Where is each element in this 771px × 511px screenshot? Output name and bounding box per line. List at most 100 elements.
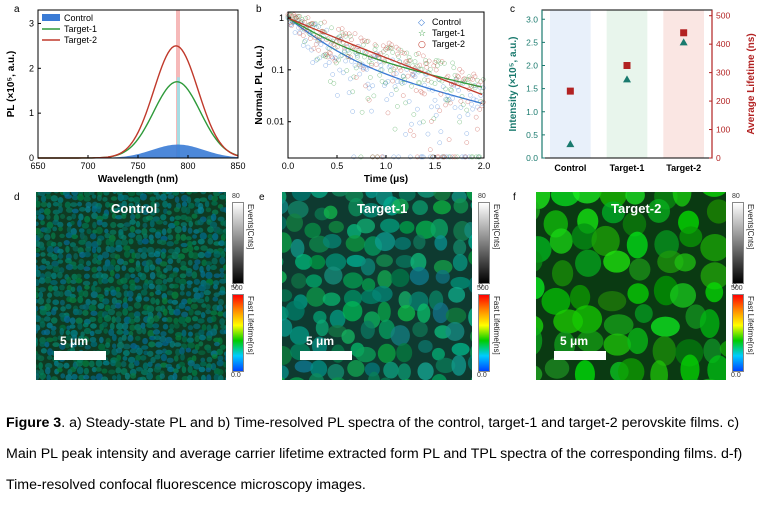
grain <box>50 232 56 240</box>
grain <box>46 202 52 209</box>
grain <box>115 286 121 292</box>
grain <box>171 291 179 299</box>
grain <box>544 357 570 379</box>
data-point <box>450 154 455 160</box>
grain <box>147 361 153 368</box>
grain <box>43 208 51 216</box>
grain <box>128 238 134 245</box>
grain <box>36 279 40 287</box>
caption-text: . a) Steady-state PL and b) Time-resolve… <box>6 415 743 493</box>
grain <box>212 296 219 302</box>
grain <box>185 216 193 223</box>
grain <box>223 247 226 253</box>
grain <box>38 208 45 214</box>
grain <box>64 194 72 199</box>
data-point <box>383 80 388 86</box>
grain <box>198 329 205 336</box>
grain <box>155 341 163 348</box>
data-point <box>395 104 400 109</box>
grain <box>147 367 154 373</box>
grain <box>36 305 39 312</box>
grain <box>331 192 348 197</box>
data-point <box>335 93 340 98</box>
grain <box>207 192 212 193</box>
grain <box>114 207 122 213</box>
grain <box>153 366 162 373</box>
grain <box>103 314 112 322</box>
grain <box>82 280 91 286</box>
grain <box>310 192 328 199</box>
grain <box>191 271 198 279</box>
grain <box>210 213 217 222</box>
grain <box>45 193 52 200</box>
data-point <box>465 77 471 82</box>
grain <box>205 367 211 373</box>
grain <box>52 209 60 215</box>
grain <box>71 334 78 341</box>
grain <box>39 308 47 316</box>
grain <box>167 234 174 241</box>
data-point <box>463 154 468 160</box>
grain <box>77 322 83 330</box>
data-point <box>480 99 486 105</box>
grain <box>294 360 314 373</box>
grain <box>207 238 214 245</box>
grain <box>342 301 363 322</box>
grain <box>38 372 46 380</box>
grain <box>413 234 426 250</box>
grain <box>174 277 181 284</box>
grain <box>44 362 53 369</box>
grain <box>173 355 179 362</box>
grain <box>213 341 220 347</box>
grain <box>60 213 66 220</box>
grain <box>172 192 180 196</box>
grain <box>159 239 167 246</box>
y-tick-label: 3 <box>29 18 34 28</box>
data-point <box>440 154 446 160</box>
data-point <box>351 74 357 80</box>
grain <box>603 333 631 356</box>
grain <box>57 221 64 228</box>
grain <box>417 362 434 380</box>
data-point <box>456 74 461 80</box>
data-point <box>371 93 377 99</box>
grain <box>58 206 63 214</box>
grain <box>36 200 41 208</box>
grain <box>82 360 90 367</box>
data-point <box>413 52 419 57</box>
data-point <box>466 74 472 79</box>
data-point <box>350 109 356 114</box>
data-point <box>436 154 441 160</box>
grain <box>44 192 52 195</box>
data-point <box>347 33 353 39</box>
grain <box>91 194 97 199</box>
grain <box>200 374 206 380</box>
data-point <box>449 87 454 93</box>
grain <box>65 245 70 253</box>
data-point <box>357 60 363 66</box>
grain <box>169 216 175 222</box>
grain <box>167 222 176 229</box>
events-min-label: 0 <box>733 283 737 290</box>
grain <box>134 252 141 260</box>
data-point <box>322 52 327 58</box>
lifetime-max-label: 500 <box>477 285 489 292</box>
grain <box>290 239 305 258</box>
data-point <box>349 37 354 43</box>
grain <box>219 271 225 278</box>
data-point <box>286 12 292 18</box>
grain <box>390 268 410 288</box>
grain <box>181 201 188 208</box>
x-axis-label: Wavelength (nm) <box>98 174 178 185</box>
grain <box>115 360 122 369</box>
grain <box>306 287 326 307</box>
data-point <box>307 36 313 41</box>
figure-caption: Figure 3. a) Steady-state PL and b) Time… <box>6 408 766 501</box>
data-point <box>375 154 380 160</box>
grain <box>115 214 123 220</box>
grain <box>65 329 71 336</box>
grain <box>124 372 131 380</box>
grain <box>82 336 90 344</box>
grain <box>39 245 46 251</box>
grain <box>36 215 38 220</box>
